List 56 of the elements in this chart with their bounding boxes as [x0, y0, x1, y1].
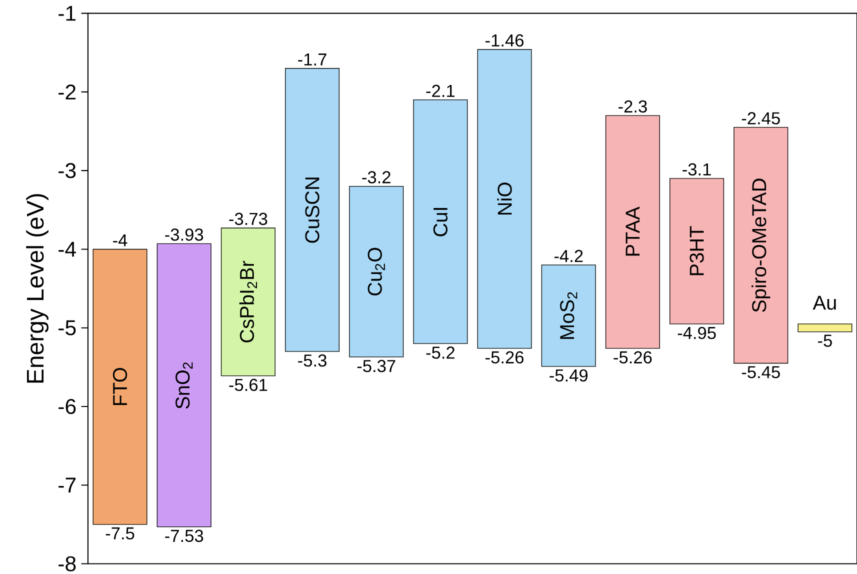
annotation: -1.7 — [298, 53, 326, 66]
bar — [349, 186, 404, 358]
y-tick-label: -1 — [58, 6, 76, 20]
bar — [605, 115, 660, 348]
x-tick-label: PTAA — [626, 206, 640, 256]
x-tick-label: MoS$_{2}$ — [560, 292, 578, 339]
annotation: -3.73 — [229, 212, 268, 225]
annotation: -4.95 — [678, 326, 716, 339]
x-tick-label: CsPbI$_{2}$Br — [239, 260, 258, 342]
bar — [477, 48, 532, 348]
bar — [156, 243, 212, 527]
bar — [541, 264, 596, 367]
annotation: -4.2 — [554, 250, 583, 262]
y-tick-label: -4 — [58, 242, 76, 256]
x-tick-label: FTO — [112, 368, 128, 405]
bar — [220, 227, 276, 376]
annotation: -7.5 — [106, 527, 134, 540]
annotation: -7.53 — [165, 530, 204, 542]
bar — [734, 126, 788, 364]
annotation: -5.26 — [486, 351, 524, 364]
bar — [670, 178, 724, 324]
annotation: -5.49 — [550, 369, 588, 382]
bar — [92, 248, 148, 525]
annotation: -3.93 — [165, 228, 204, 241]
annotation: -5.37 — [357, 360, 396, 372]
y-tick-label: -3 — [58, 162, 76, 178]
annotation: -2.1 — [426, 84, 455, 97]
x-tick-label: Spiro-OMeTAD — [752, 178, 770, 312]
annotation: -5 — [818, 334, 832, 347]
annotation: -5.3 — [298, 354, 326, 366]
y-axis-title: Energy Level (eV) — [26, 194, 48, 382]
y-tick-label: -5 — [58, 320, 76, 336]
bar — [285, 68, 340, 352]
x-tick-label: Au — [812, 296, 836, 310]
bar — [413, 99, 468, 344]
annotation: -2.3 — [618, 100, 647, 112]
annotation: -5.26 — [614, 351, 652, 364]
y-tick-label: -7 — [58, 478, 76, 492]
x-tick-label: SnO$_{2}$ — [176, 362, 193, 408]
annotation: -1.46 — [486, 34, 524, 46]
bar — [798, 323, 852, 332]
annotation: -2.45 — [742, 112, 780, 124]
x-tick-label: CuI — [433, 208, 448, 236]
annotation: -3.2 — [362, 170, 390, 184]
x-tick-label: NiO — [497, 182, 512, 214]
x-tick-label: P3HT — [690, 226, 704, 275]
annotation: -4 — [113, 234, 128, 246]
y-tick-label: -6 — [58, 398, 76, 414]
annotation: -5.45 — [742, 366, 780, 378]
annotation: -5.61 — [229, 378, 268, 391]
annotation: -5.2 — [426, 346, 454, 359]
annotation: -3.1 — [682, 163, 711, 176]
y-tick-label: -2 — [58, 84, 76, 100]
x-tick-label: CuSCN — [305, 177, 320, 243]
x-tick-label: Cu$_{2}$O — [368, 248, 385, 296]
y-tick-label: -8 — [58, 556, 76, 572]
